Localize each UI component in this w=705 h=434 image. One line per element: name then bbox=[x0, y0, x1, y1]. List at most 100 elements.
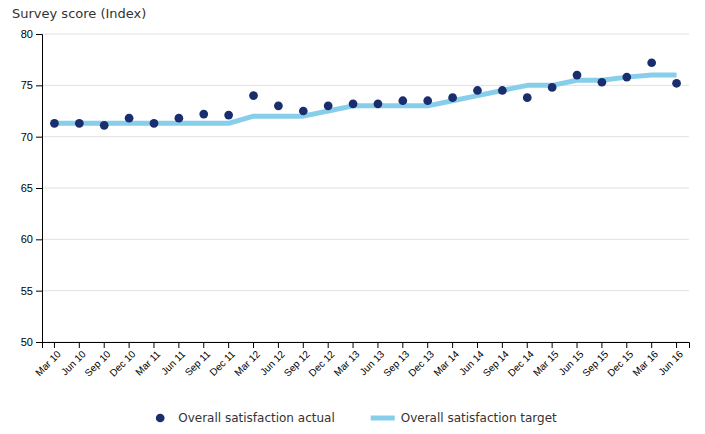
x-tick-label: Sep 10 bbox=[83, 348, 113, 378]
x-tick-label: Dec 13 bbox=[406, 348, 436, 378]
point bbox=[274, 101, 283, 110]
x-tick-mark bbox=[427, 342, 428, 348]
x-tick: Mar 11 bbox=[133, 342, 163, 378]
y-tick-label: 50 bbox=[21, 336, 33, 348]
y-tick-mark bbox=[36, 34, 42, 35]
x-tick-mark bbox=[353, 342, 354, 348]
point bbox=[448, 93, 457, 102]
grid-line bbox=[42, 290, 689, 291]
x-tick: Dec 10 bbox=[107, 342, 137, 379]
point bbox=[573, 71, 582, 80]
point bbox=[75, 119, 84, 128]
x-tick: Mar 16 bbox=[630, 342, 660, 378]
legend-label: Overall satisfaction actual bbox=[178, 411, 335, 425]
point bbox=[548, 83, 557, 92]
x-tick: Mar 12 bbox=[232, 342, 262, 378]
x-tick-mark bbox=[153, 342, 154, 348]
grid-line bbox=[42, 85, 689, 86]
x-tick-mark bbox=[54, 342, 55, 348]
legend-label: Overall satisfaction target bbox=[401, 411, 557, 425]
x-tick-mark bbox=[79, 342, 80, 348]
point bbox=[150, 119, 159, 128]
y-tick-label: 55 bbox=[21, 285, 33, 297]
point bbox=[498, 86, 507, 95]
x-tick-mark bbox=[601, 342, 602, 348]
y-tick-mark bbox=[36, 291, 42, 292]
x-tick-label: Jun 16 bbox=[656, 348, 685, 377]
title: Survey score (Index) bbox=[12, 6, 146, 21]
x-tick-label: Dec 11 bbox=[207, 348, 237, 378]
x-tick-label: Mar 12 bbox=[232, 348, 262, 378]
x-tick-label: Mar 10 bbox=[33, 348, 63, 378]
x-tick-mark bbox=[452, 342, 453, 348]
point bbox=[672, 79, 681, 88]
x-tick: Mar 14 bbox=[431, 342, 461, 378]
x-tick-mark bbox=[203, 342, 204, 348]
y-tick-mark bbox=[36, 188, 42, 189]
y-tick: 80 bbox=[21, 28, 42, 40]
point bbox=[199, 110, 208, 119]
y-tick-label: 75 bbox=[21, 79, 33, 91]
x-tick: Jun 16 bbox=[656, 342, 685, 377]
x-tick: Mar 15 bbox=[531, 342, 561, 378]
x-tick-label: Mar 13 bbox=[332, 348, 362, 378]
grid-line bbox=[42, 136, 689, 137]
point bbox=[50, 119, 59, 128]
y-tick: 50 bbox=[21, 336, 42, 348]
point bbox=[598, 78, 607, 87]
x-tick-mark bbox=[626, 342, 627, 348]
grid-line bbox=[42, 239, 689, 240]
x-tick-label: Mar 15 bbox=[531, 348, 561, 378]
x-tick-mark bbox=[651, 342, 652, 348]
x-tick-mark bbox=[129, 342, 130, 348]
legend-swatch bbox=[371, 416, 395, 421]
x-tick-label: Jun 11 bbox=[159, 348, 188, 377]
point bbox=[398, 96, 407, 105]
point bbox=[324, 101, 333, 110]
x-tick-mark bbox=[577, 342, 578, 348]
plot: 50556065707580Mar 10Jun 10Sep 10Dec 10Ma… bbox=[21, 28, 690, 379]
point bbox=[647, 58, 656, 67]
y-tick-label: 70 bbox=[21, 131, 33, 143]
points bbox=[50, 58, 681, 129]
x-tick-label: Mar 14 bbox=[431, 348, 461, 378]
y-tick: 60 bbox=[21, 233, 42, 245]
x-tick-label: Dec 14 bbox=[506, 348, 536, 378]
y-tick-label: 80 bbox=[21, 28, 33, 40]
x-tick-mark bbox=[502, 342, 503, 348]
point bbox=[473, 86, 482, 95]
x-tick: Dec 11 bbox=[207, 342, 237, 378]
x-axis: Mar 10Jun 10Sep 10Dec 10Mar 11Jun 11Sep … bbox=[33, 342, 689, 379]
x-tick-mark bbox=[104, 342, 105, 348]
x-tick-mark bbox=[477, 342, 478, 348]
x-tick-mark bbox=[178, 342, 179, 348]
x-tick-mark bbox=[228, 342, 229, 348]
grid bbox=[42, 34, 689, 342]
x-tick: Mar 10 bbox=[33, 342, 63, 378]
x-tick-mark bbox=[402, 342, 403, 348]
x-tick-mark bbox=[527, 342, 528, 348]
x-tick-label: Sep 11 bbox=[183, 348, 213, 378]
x-tick-mark bbox=[253, 342, 254, 348]
point bbox=[299, 107, 308, 116]
x-tick-label: Sep 12 bbox=[282, 348, 312, 378]
y-tick: 70 bbox=[21, 131, 42, 143]
legend-item: Overall satisfaction target bbox=[371, 411, 557, 425]
x-tick: Sep 11 bbox=[183, 342, 213, 378]
x-tick: Dec 15 bbox=[605, 342, 635, 379]
x-tick-mark bbox=[676, 342, 677, 348]
point bbox=[622, 73, 631, 82]
x-tick-mark bbox=[328, 342, 329, 348]
point bbox=[349, 99, 358, 108]
y-axis-line bbox=[36, 35, 43, 343]
x-tick-mark bbox=[552, 342, 553, 348]
x-tick-label: Dec 12 bbox=[306, 348, 336, 378]
point bbox=[523, 93, 532, 102]
x-axis-line bbox=[43, 343, 690, 349]
y-tick-mark bbox=[36, 239, 42, 240]
x-tick-label: Dec 15 bbox=[605, 348, 635, 378]
grid-line bbox=[42, 188, 689, 189]
marks bbox=[50, 58, 681, 129]
y-tick-mark bbox=[36, 342, 42, 343]
x-tick-label: Dec 10 bbox=[107, 348, 137, 378]
